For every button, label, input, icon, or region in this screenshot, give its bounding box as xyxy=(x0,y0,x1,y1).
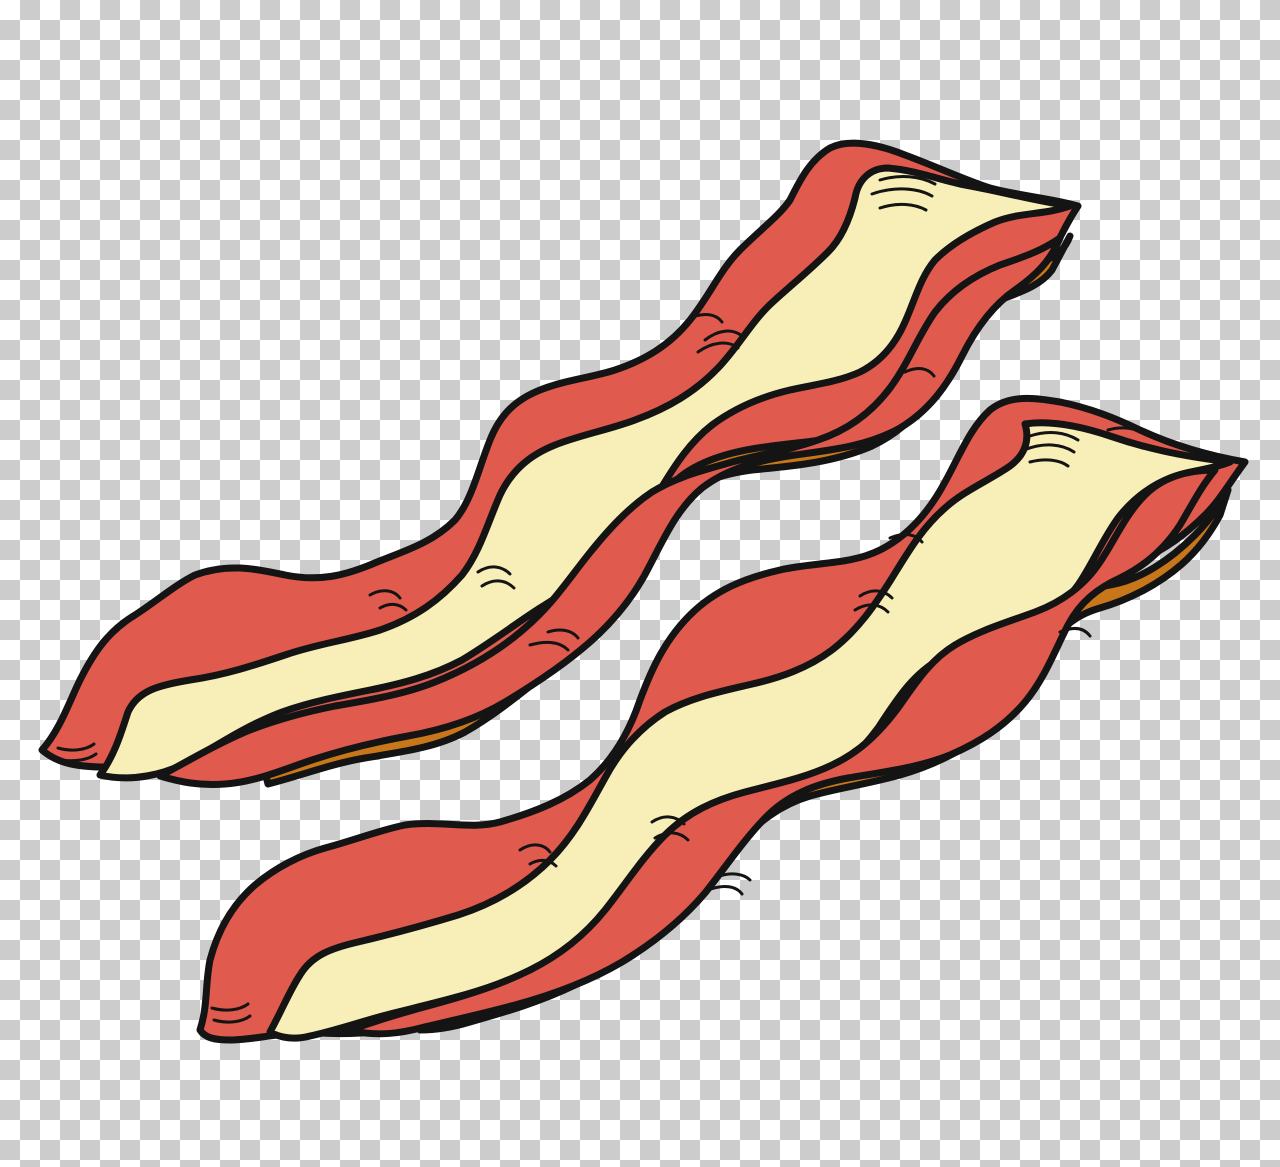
bacon-strip-upper xyxy=(38,139,1082,788)
bacon-strip-lower xyxy=(196,394,1249,1044)
bacon-strip-lower-texture xyxy=(210,426,1147,1024)
bacon-strip-upper-lower-band xyxy=(156,234,1064,788)
bacon-strip-upper-fat xyxy=(96,164,1074,782)
bacon-strip-upper-texture xyxy=(56,175,937,763)
